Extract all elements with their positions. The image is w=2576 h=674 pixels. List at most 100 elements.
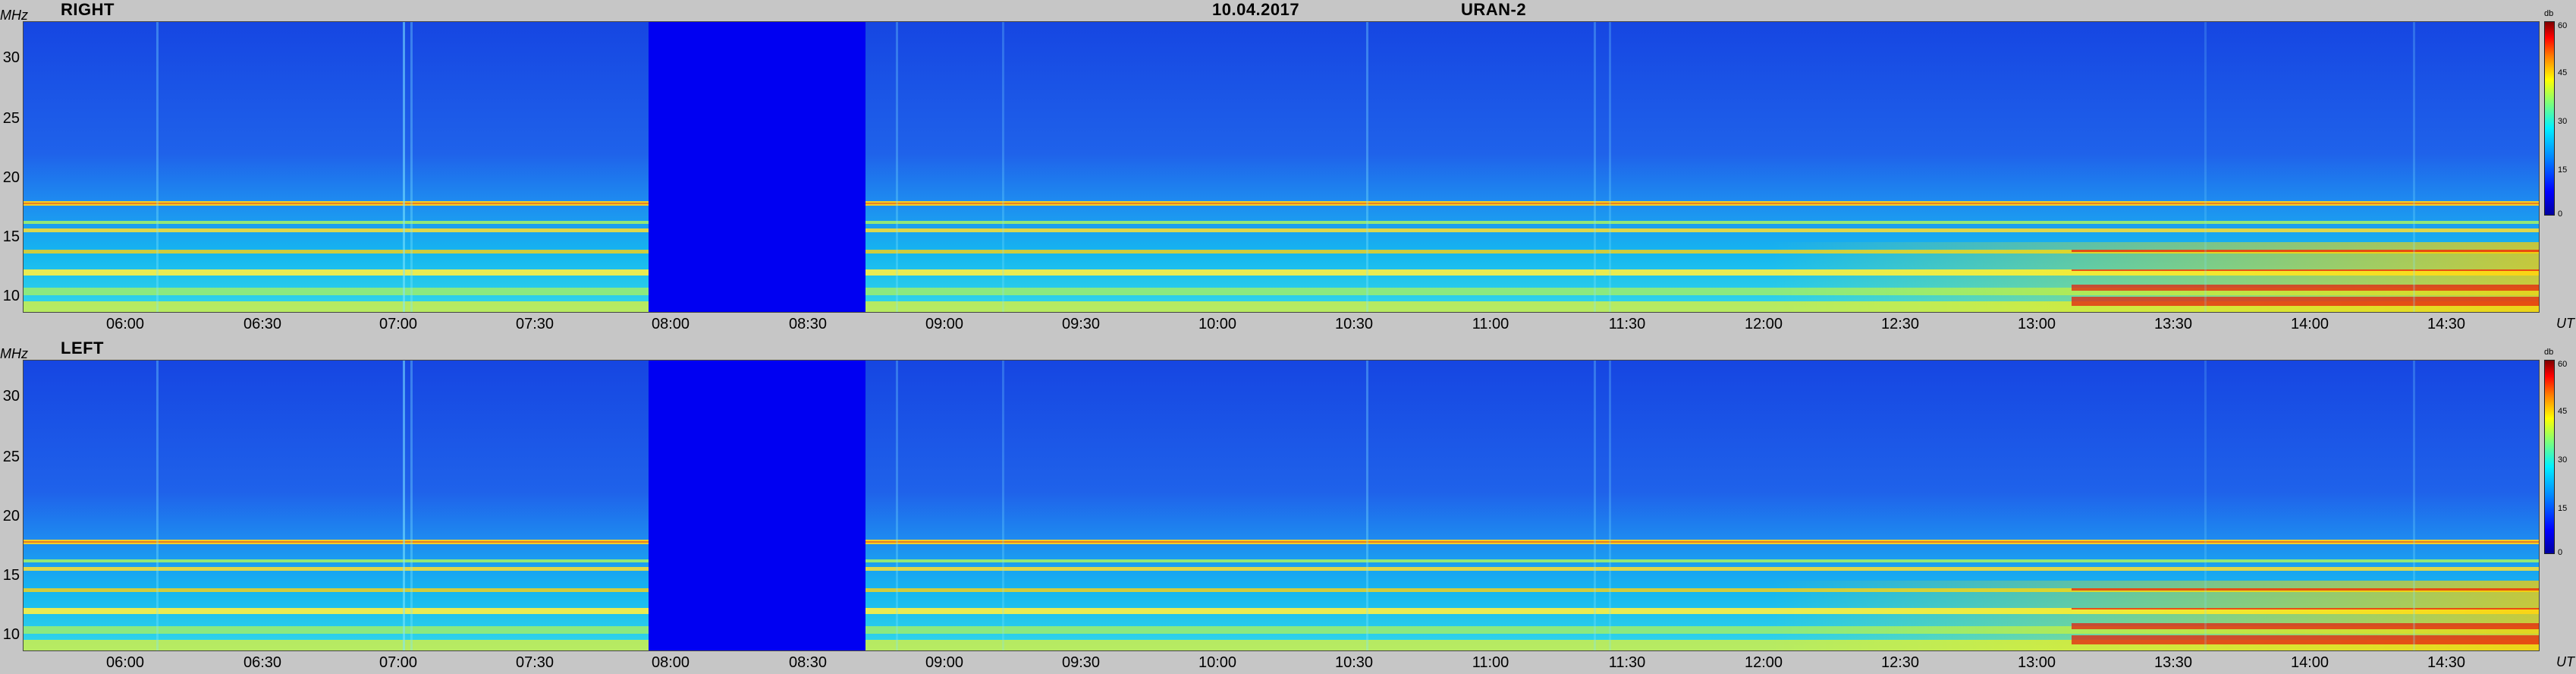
y-tick-label: 15 [2, 567, 20, 584]
x-tick-label: 09:00 [925, 654, 964, 671]
x-tick-label: 09:00 [925, 316, 964, 332]
y-tick-label: 10 [2, 288, 20, 304]
y-tick-label: 20 [2, 508, 20, 524]
burst-line [1002, 22, 1004, 312]
x-tick-label: 09:30 [1061, 654, 1101, 671]
y-tick-label: 25 [2, 449, 20, 465]
colorbar-tick-label: 45 [2558, 68, 2568, 77]
burst-line [1594, 361, 1596, 650]
burst-line [1366, 22, 1368, 312]
colorbar-right-unit: db [2544, 9, 2554, 18]
x-tick-label: 07:30 [515, 654, 554, 671]
burst-line [1594, 22, 1596, 312]
x-tick-label: 10:30 [1334, 316, 1374, 332]
signal-band [24, 567, 2539, 571]
intense-band [2072, 285, 2539, 291]
x-tick-label: 12:00 [1744, 654, 1783, 671]
y-tick-label: 15 [2, 228, 20, 245]
burst-line [156, 361, 159, 650]
x-tick-label: 11:30 [1608, 654, 1646, 671]
data-gap-left [649, 361, 865, 650]
burst-line [1366, 361, 1368, 650]
y-tick-label: 30 [2, 49, 20, 66]
x-tick-label: 11:00 [1472, 316, 1509, 332]
signal-band [24, 588, 2539, 592]
burst-line [156, 22, 159, 312]
burst-line [403, 22, 405, 312]
x-tick-label: 10:00 [1198, 654, 1237, 671]
x-tick-label: 08:30 [788, 654, 828, 671]
panel-right-freq-unit: MHz [0, 8, 28, 23]
x-tick-label: 06:30 [243, 316, 282, 332]
burst-line [410, 361, 413, 650]
panel-left-time-unit: UT [2556, 654, 2574, 669]
colorbar-right [2544, 21, 2555, 216]
colorbar-tick-label: 0 [2558, 548, 2563, 557]
burst-line [403, 361, 405, 650]
signal-band-core [24, 203, 2539, 204]
signal-band [24, 608, 2539, 614]
burst-line [1609, 22, 1611, 312]
x-tick-label: 14:00 [2290, 654, 2329, 671]
signal-band [24, 269, 2539, 276]
signal-band [24, 250, 2539, 254]
colorbar-tick-label: 15 [2558, 165, 2568, 175]
x-tick-label: 11:00 [1472, 654, 1509, 671]
signal-band [24, 228, 2539, 232]
y-tick-label: 25 [2, 110, 20, 127]
colorbar-tick-label: 45 [2558, 407, 2568, 416]
signal-band-core [24, 541, 2539, 543]
x-tick-label: 13:30 [2153, 316, 2193, 332]
colorbar-tick-label: 60 [2558, 360, 2568, 369]
burst-line [896, 361, 898, 650]
x-tick-label: 06:00 [105, 316, 145, 332]
x-tick-label: 08:00 [651, 654, 690, 671]
x-tick-label: 11:30 [1608, 316, 1646, 332]
x-tick-label: 10:30 [1334, 654, 1374, 671]
signal-band [24, 221, 2539, 224]
date-label: 10.04.2017 [1212, 0, 1300, 19]
x-tick-label: 06:00 [105, 654, 145, 671]
intense-band [2072, 250, 2539, 252]
x-tick-label: 08:30 [788, 316, 828, 332]
x-tick-label: 12:30 [1880, 654, 1920, 671]
x-tick-label: 07:30 [515, 316, 554, 332]
burst-line [1002, 361, 1004, 650]
x-tick-label: 13:30 [2153, 654, 2193, 671]
intense-band [2072, 635, 2539, 644]
signal-band [24, 288, 2539, 295]
x-tick-label: 12:30 [1880, 316, 1920, 332]
colorbar-tick-label: 60 [2558, 21, 2568, 30]
x-tick-label: 07:00 [379, 654, 418, 671]
colorbar-tick-label: 30 [2558, 117, 2568, 126]
colorbar-tick-label: 15 [2558, 504, 2568, 513]
y-tick-label: 10 [2, 626, 20, 643]
burst-line [2204, 22, 2207, 312]
intense-band [2072, 623, 2539, 629]
burst-line [2413, 361, 2415, 650]
x-tick-label: 08:00 [651, 316, 690, 332]
x-tick-label: 12:00 [1744, 316, 1783, 332]
colorbar-tick-label: 30 [2558, 455, 2568, 465]
instrument-label: URAN-2 [1461, 0, 1527, 19]
data-gap-right [649, 22, 865, 312]
panel-right-title: RIGHT [61, 0, 115, 19]
panel-right-time-unit: UT [2556, 316, 2574, 331]
signal-band [24, 559, 2539, 562]
spectrogram-left [23, 360, 2540, 651]
burst-line [2413, 22, 2415, 312]
panel-left-title: LEFT [61, 339, 104, 357]
burst-line [2204, 361, 2207, 650]
x-tick-label: 14:00 [2290, 316, 2329, 332]
spectrogram-right [23, 21, 2540, 313]
intense-band [2072, 297, 2539, 306]
y-tick-label: 30 [2, 388, 20, 405]
x-tick-label: 13:00 [2017, 316, 2056, 332]
x-tick-label: 14:30 [2427, 654, 2466, 671]
x-tick-label: 09:30 [1061, 316, 1101, 332]
burst-line [410, 22, 413, 312]
x-tick-label: 13:00 [2017, 654, 2056, 671]
x-tick-label: 10:00 [1198, 316, 1237, 332]
colorbar-left-unit: db [2544, 348, 2554, 357]
burst-line [1609, 361, 1611, 650]
